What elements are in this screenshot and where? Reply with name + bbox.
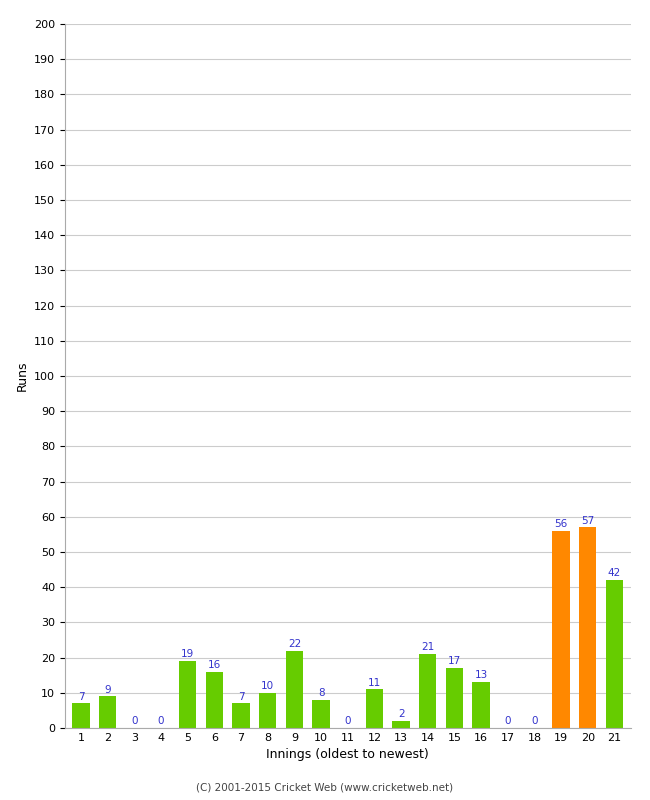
Text: 7: 7 [78,691,84,702]
Text: 0: 0 [504,716,511,726]
Text: 17: 17 [448,656,461,666]
Bar [552,531,570,728]
Text: 11: 11 [368,678,381,687]
Text: 7: 7 [238,691,244,702]
Text: (C) 2001-2015 Cricket Web (www.cricketweb.net): (C) 2001-2015 Cricket Web (www.cricketwe… [196,782,454,792]
Bar [99,696,116,728]
Text: 9: 9 [105,685,111,694]
Text: 0: 0 [131,716,138,726]
Text: 0: 0 [531,716,538,726]
Bar [446,668,463,728]
Bar [259,693,276,728]
Bar [366,690,383,728]
Text: 0: 0 [158,716,164,726]
Bar [419,654,436,728]
Text: 56: 56 [554,519,567,529]
Text: 22: 22 [288,638,301,649]
Text: 57: 57 [581,516,595,526]
Text: 21: 21 [421,642,434,652]
X-axis label: Innings (oldest to newest): Innings (oldest to newest) [266,749,429,762]
Text: 10: 10 [261,681,274,691]
Bar [579,527,597,728]
Bar [233,703,250,728]
Text: 0: 0 [344,716,351,726]
Bar [286,650,303,728]
Text: 16: 16 [208,660,221,670]
Bar [205,672,223,728]
Text: 2: 2 [398,710,404,719]
Bar [606,580,623,728]
Text: 8: 8 [318,688,324,698]
Text: 19: 19 [181,650,194,659]
Bar [179,661,196,728]
Bar [473,682,490,728]
Bar [393,721,410,728]
Bar [72,703,90,728]
Y-axis label: Runs: Runs [16,361,29,391]
Text: 42: 42 [608,568,621,578]
Bar [313,700,330,728]
Text: 13: 13 [474,670,488,681]
